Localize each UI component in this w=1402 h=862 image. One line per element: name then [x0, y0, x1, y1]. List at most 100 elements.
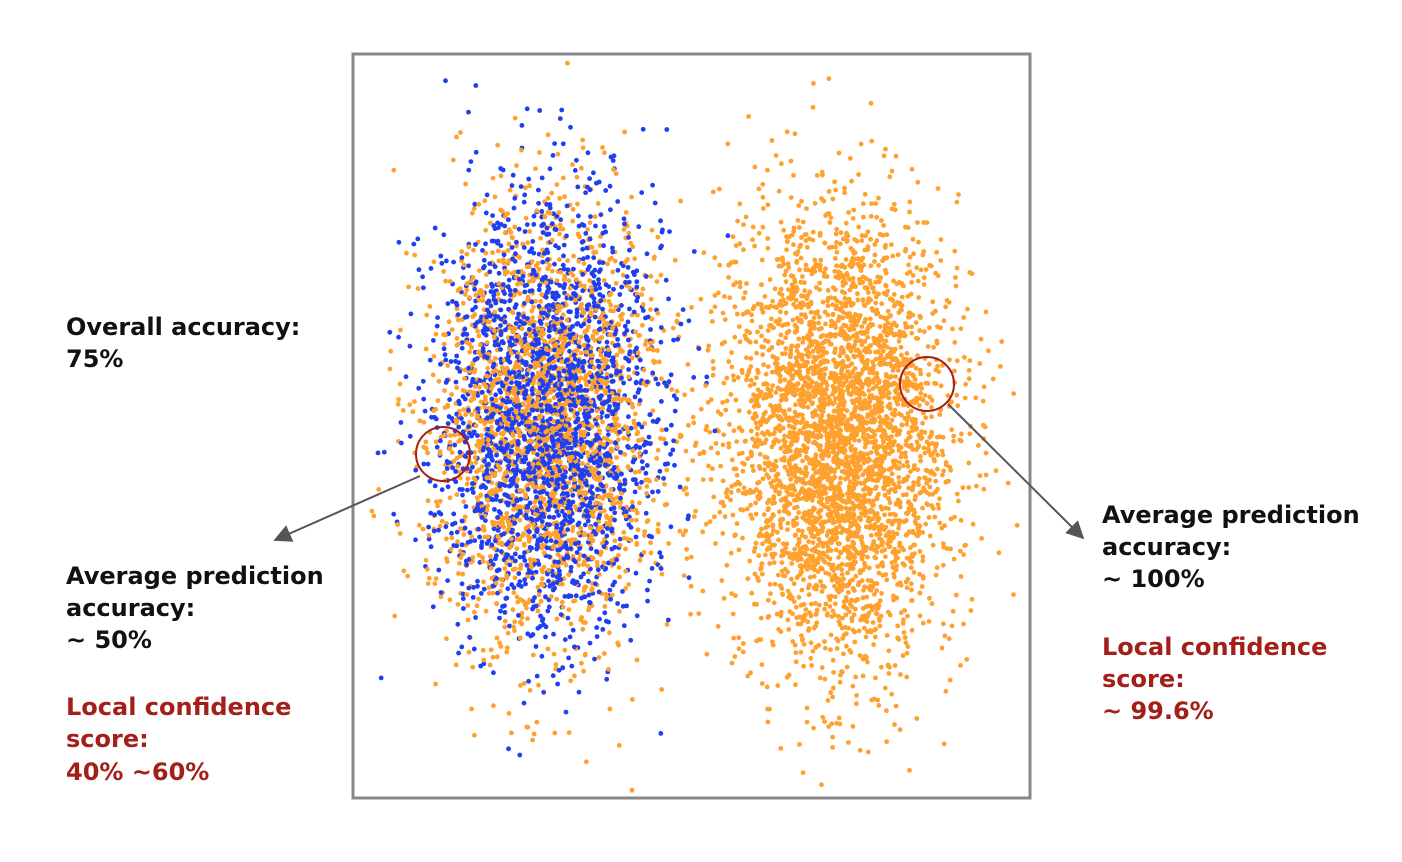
scatter-point [741, 641, 746, 646]
scatter-point [728, 392, 734, 397]
scatter-point [764, 519, 769, 525]
scatter-point [851, 562, 857, 567]
scatter-point [829, 575, 835, 581]
scatter-point [905, 225, 911, 231]
scatter-point [838, 495, 843, 501]
scatter-point [710, 372, 716, 378]
scatter-point [900, 463, 906, 469]
scatter-point [839, 346, 844, 352]
scatter-point [802, 392, 807, 398]
scatter-point [476, 333, 482, 339]
scatter-point [813, 549, 819, 555]
scatter-point [909, 324, 914, 330]
scatter-point [926, 448, 932, 454]
scatter-point [565, 527, 571, 532]
scatter-point [819, 325, 824, 331]
scatter-point [629, 697, 635, 702]
scatter-point [854, 701, 859, 707]
scatter-point [621, 530, 627, 535]
scatter-point [771, 466, 777, 472]
scatter-point [822, 606, 827, 612]
scatter-point [879, 218, 884, 223]
scatter-point [788, 385, 793, 391]
scatter-point [744, 309, 750, 315]
scatter-point [812, 257, 818, 263]
scatter-point [745, 673, 751, 679]
scatter-point [684, 556, 690, 561]
scatter-point [689, 305, 694, 310]
scatter-point [874, 444, 879, 449]
scatter-point [924, 439, 930, 445]
scatter-point [911, 466, 917, 472]
scatter-point [523, 581, 528, 587]
scatter-point [800, 770, 806, 775]
scatter-point [891, 278, 896, 284]
scatter-point [816, 536, 822, 542]
scatter-point [719, 578, 725, 583]
scatter-point [810, 105, 816, 110]
scatter-point [461, 532, 467, 537]
scatter-point [763, 552, 768, 558]
scatter-point [850, 275, 856, 281]
scatter-point [754, 638, 759, 644]
scatter-point [795, 249, 801, 254]
scatter-point [562, 594, 568, 599]
scatter-point [818, 257, 824, 263]
scatter-point [911, 507, 917, 513]
scatter-point [834, 249, 840, 255]
scatter-point [832, 269, 838, 274]
scatter-point [979, 536, 984, 541]
scatter-point [823, 570, 829, 576]
scatter-point [967, 431, 973, 437]
scatter-point [748, 364, 754, 369]
scatter-point [883, 554, 888, 559]
scatter-point [825, 698, 831, 703]
scatter-point [838, 332, 844, 338]
scatter-point [813, 484, 818, 490]
scatter-point [916, 476, 922, 481]
scatter-point [823, 213, 828, 219]
scatter-point [750, 224, 756, 230]
scatter-point [780, 425, 786, 431]
scatter-point [551, 651, 557, 657]
scatter-point [807, 322, 812, 328]
scatter-point [751, 304, 757, 309]
scatter-point [751, 404, 757, 409]
scatter-point [791, 302, 796, 307]
scatter-point [801, 663, 806, 669]
scatter-point [464, 251, 470, 257]
scatter-point [730, 373, 736, 378]
scatter-point [1005, 480, 1011, 486]
scatter-point [887, 174, 893, 180]
scatter-point [768, 387, 774, 393]
scatter-point [890, 382, 896, 387]
scatter-point [469, 706, 474, 712]
scatter-point [822, 240, 828, 246]
scatter-point [707, 429, 713, 435]
scatter-point [888, 346, 894, 352]
scatter-point [450, 299, 455, 304]
scatter-point [865, 485, 871, 491]
scatter-point [903, 371, 909, 376]
scatter-point [830, 694, 835, 700]
scatter-point [721, 294, 727, 299]
scatter-point [740, 468, 746, 474]
scatter-point [958, 438, 964, 444]
scatter-point [889, 242, 894, 248]
scatter-point [800, 515, 806, 520]
scatter-point [761, 344, 766, 350]
scatter-point [786, 511, 792, 517]
scatter-point [842, 190, 847, 196]
scatter-point [798, 478, 804, 483]
scatter-point [786, 627, 792, 632]
scatter-point [862, 617, 868, 623]
scatter-point [796, 364, 802, 369]
scatter-point [915, 179, 921, 185]
scatter-point [730, 611, 736, 617]
scatter-point [484, 284, 490, 289]
scatter-point [759, 282, 764, 288]
scatter-point [876, 463, 881, 469]
scatter-point [816, 320, 821, 326]
scatter-point [885, 331, 890, 337]
scatter-point [868, 263, 874, 269]
